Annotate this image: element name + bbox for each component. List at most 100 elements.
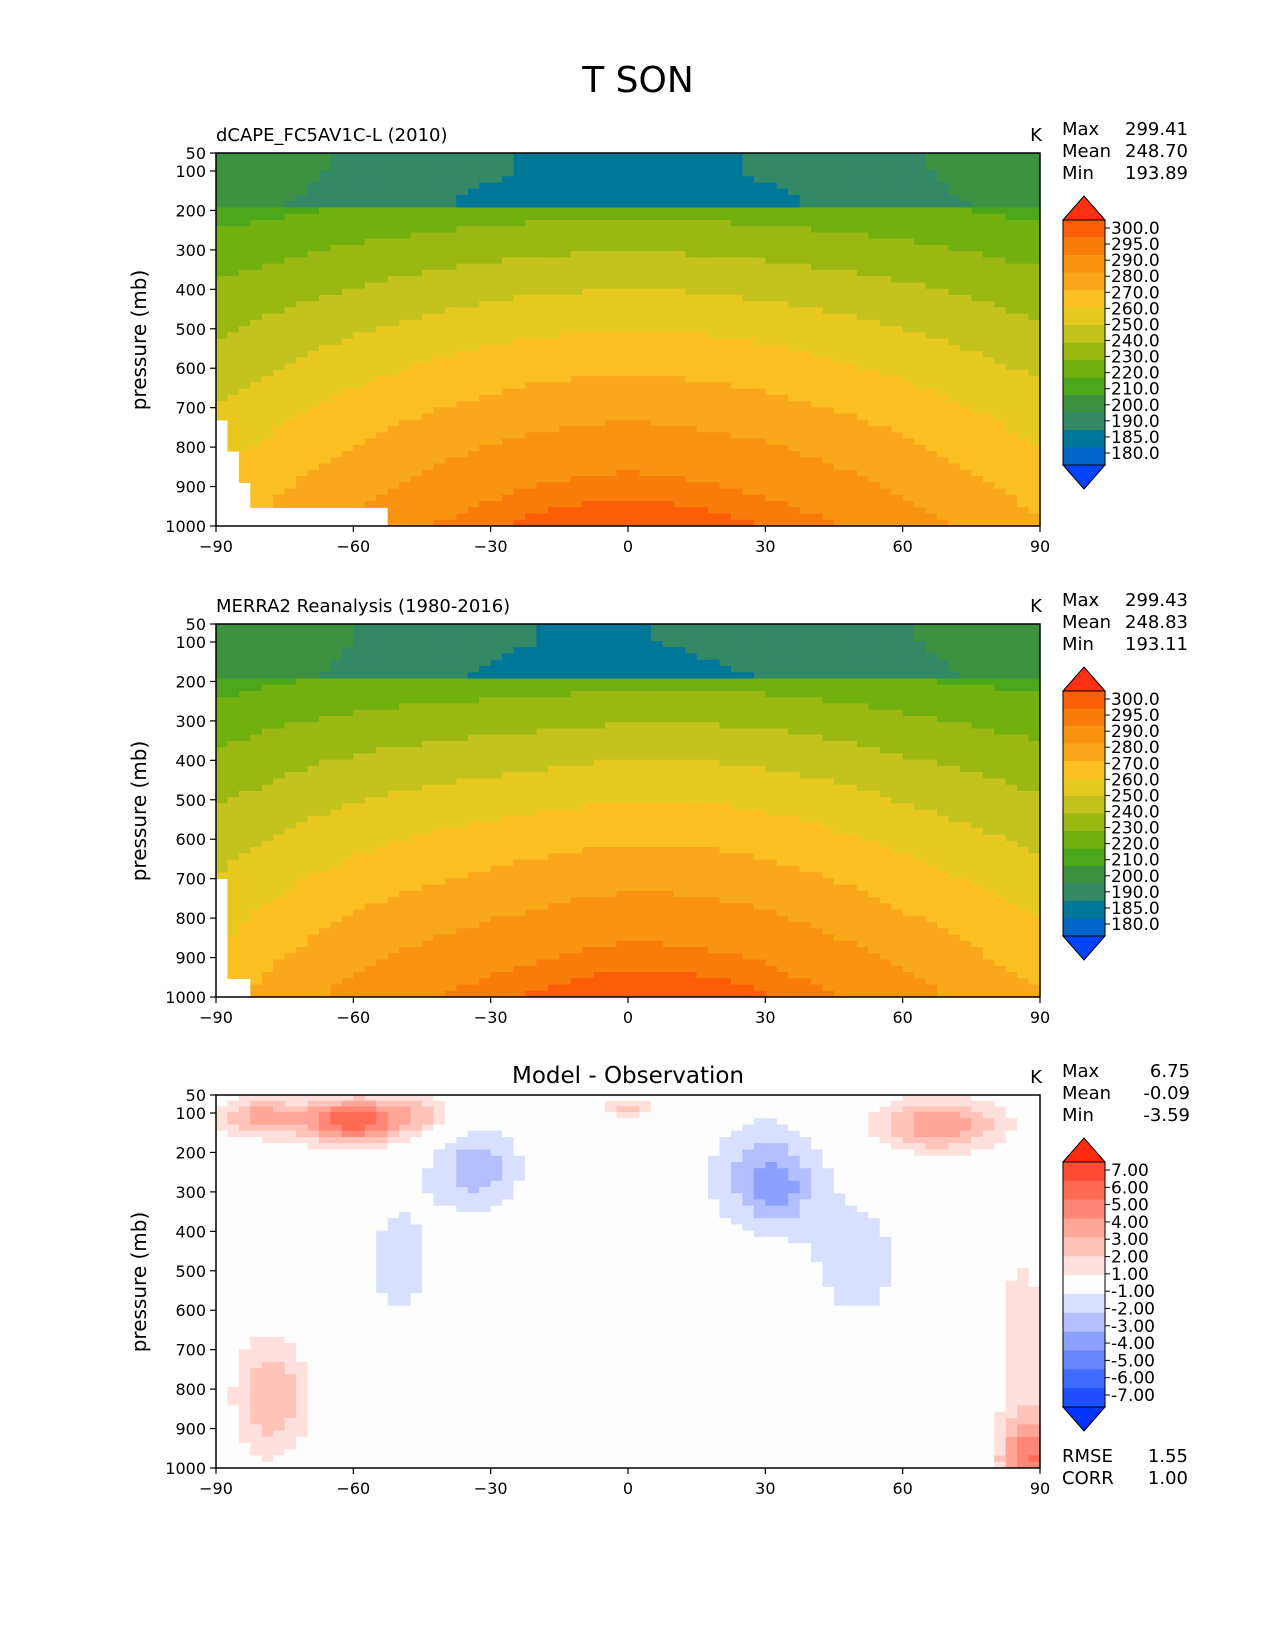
field-cell: [799, 363, 812, 371]
field-cell: [319, 890, 332, 898]
field-cell: [971, 426, 984, 433]
field-cell: [822, 401, 835, 408]
field-cell: [273, 984, 286, 992]
field-cell: [319, 501, 332, 508]
field-cell: [490, 288, 503, 296]
field-cell: [639, 501, 652, 508]
field-cell: [1017, 326, 1030, 333]
field-cell: [273, 313, 286, 321]
field-cell: [696, 182, 709, 190]
field-cell: [776, 153, 789, 160]
field-cell: [925, 463, 938, 471]
field-cell: [330, 834, 343, 842]
field-cell: [753, 357, 766, 365]
field-cell: [673, 388, 686, 396]
field-cell: [456, 444, 469, 452]
field-cell: [364, 238, 377, 246]
field-cell: [765, 513, 778, 521]
field-cell: [490, 158, 503, 165]
field-cell: [856, 313, 869, 321]
field-cell: [502, 344, 515, 352]
field-cell: [387, 257, 400, 265]
field-cell: [261, 678, 274, 686]
field-cell: [925, 282, 938, 290]
field-cell: [822, 207, 835, 215]
field-cell: [902, 176, 915, 184]
field-cell: [662, 476, 675, 483]
field-cell: [708, 226, 721, 234]
field-cell: [319, 164, 332, 171]
field-cell: [250, 728, 263, 736]
field-cell: [902, 219, 915, 227]
field-cell: [685, 195, 698, 202]
field-cell: [731, 244, 744, 252]
field-cell: [525, 332, 538, 340]
field-cell: [776, 507, 789, 515]
field-cell: [582, 344, 595, 352]
field-cell: [788, 432, 801, 440]
field-cell: [490, 244, 503, 252]
field-cell: [719, 363, 732, 371]
field-cell: [593, 482, 606, 490]
field-cell: [284, 722, 297, 730]
field-cell: [490, 238, 503, 246]
field-cell: [525, 357, 538, 365]
field-cell: [879, 444, 892, 452]
field-cell: [490, 501, 503, 508]
field-cell: [307, 413, 320, 421]
field-cell: [250, 909, 263, 917]
field-cell: [330, 784, 343, 792]
field-cell: [1017, 288, 1030, 296]
field-cell: [731, 438, 744, 446]
field-cell: [559, 438, 572, 446]
field-cell: [1017, 269, 1030, 277]
field-cell: [822, 332, 835, 340]
field-cell: [547, 238, 560, 246]
field-cell: [307, 338, 320, 346]
field-cell: [399, 419, 412, 427]
field-cell: [410, 407, 423, 415]
field-cell: [422, 519, 435, 526]
field-cell: [696, 501, 709, 508]
field-cell: [467, 332, 480, 340]
field-cell: [444, 338, 457, 346]
field-cell: [845, 388, 858, 396]
field-cell: [628, 244, 641, 252]
field-cell: [513, 213, 526, 221]
field-cell: [799, 376, 812, 383]
field-cell: [868, 207, 881, 215]
field-cell: [902, 507, 915, 515]
field-cell: [719, 195, 732, 202]
field-cell: [834, 451, 847, 458]
field-cell: [250, 915, 263, 923]
field-cell: [914, 513, 927, 521]
field-cell: [399, 301, 412, 309]
field-cell: [273, 363, 286, 371]
field-cell: [937, 294, 950, 302]
field-cell: [330, 947, 343, 954]
field-cell: [261, 213, 274, 221]
field-cell: [559, 351, 572, 358]
field-cell: [891, 226, 904, 234]
field-cell: [685, 269, 698, 277]
field-cell: [341, 219, 354, 227]
field-cell: [856, 294, 869, 302]
field-cell: [731, 401, 744, 408]
field-cell: [238, 928, 251, 936]
field-cell: [284, 915, 297, 923]
field-cell: [856, 432, 869, 440]
field-cell: [227, 834, 240, 842]
field-cell: [353, 419, 366, 427]
field-cell: [673, 282, 686, 290]
field-cell: [959, 388, 972, 396]
field-cell: [284, 188, 297, 196]
field-cell: [662, 195, 675, 202]
field-cell: [719, 419, 732, 427]
field-cell: [433, 269, 446, 277]
field-cell: [731, 226, 744, 234]
field-cell: [250, 176, 263, 184]
field-cell: [570, 158, 583, 165]
field-cell: [227, 878, 240, 886]
field-cell: [238, 947, 251, 954]
field-cell: [216, 772, 229, 780]
